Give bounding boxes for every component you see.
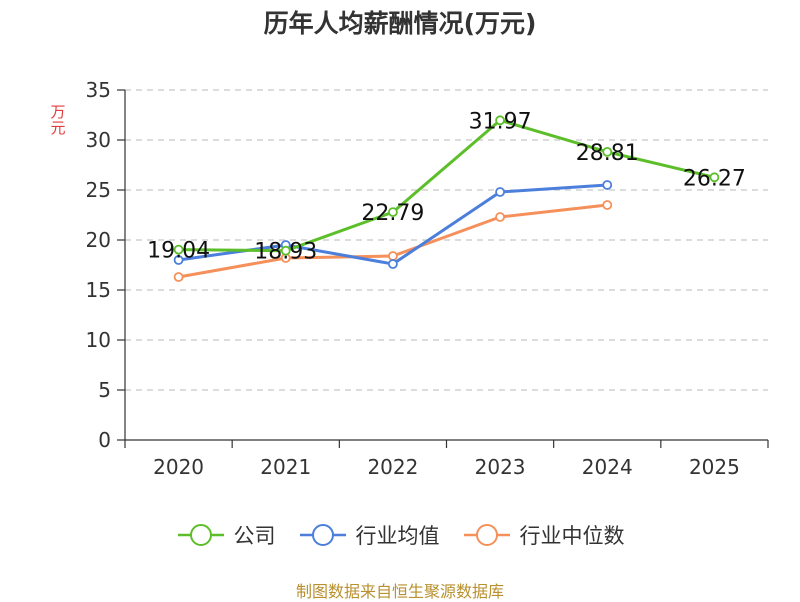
data-point — [388, 259, 398, 269]
y-tick-label: 25 — [86, 178, 111, 202]
data-label: 28.81 — [576, 141, 639, 166]
y-tick-label: 30 — [86, 128, 111, 152]
x-tick-label: 2020 — [153, 455, 204, 479]
data-label: 18.93 — [254, 240, 317, 265]
data-point — [602, 146, 613, 157]
data-point — [388, 251, 398, 261]
y-tick-label: 10 — [86, 328, 111, 352]
legend-swatch — [299, 524, 346, 546]
legend-swatch-marker — [189, 524, 212, 546]
legend-item[interactable]: 行业中位数 — [462, 520, 625, 550]
x-tick-label: 2021 — [260, 455, 311, 479]
source-note: 制图数据来自恒生聚源数据库 — [295, 582, 504, 601]
data-point — [495, 115, 505, 126]
legend-swatch-marker — [475, 524, 498, 546]
data-point — [602, 180, 613, 190]
y-tick-label: 5 — [98, 378, 111, 402]
data-point — [173, 272, 184, 282]
legend-label: 公司 — [233, 524, 276, 548]
x-tick-label: 2022 — [367, 455, 418, 479]
legend: 公司 行业均值 行业中位数 — [0, 520, 800, 550]
data-point — [280, 245, 291, 256]
legend-swatch — [463, 524, 510, 546]
data-point — [173, 255, 184, 265]
y-tick-label: 15 — [86, 278, 111, 302]
data-label: 31.97 — [469, 109, 532, 134]
data-label: 26.27 — [683, 166, 746, 191]
legend-item[interactable]: 行业均值 — [298, 520, 440, 550]
data-label: 19.04 — [147, 239, 210, 264]
legend-swatch — [177, 524, 224, 546]
x-tick-label: 2025 — [689, 455, 740, 479]
data-point — [173, 244, 184, 255]
x-tick-label: 2024 — [582, 455, 633, 479]
data-label: 22.79 — [361, 201, 424, 226]
x-tick-label: 2023 — [475, 455, 526, 479]
legend-swatch-marker — [311, 524, 334, 546]
chart-title: 历年人均薪酬情况(万元) — [263, 9, 537, 38]
data-point — [388, 207, 398, 218]
data-point — [495, 212, 505, 222]
data-point — [495, 187, 505, 197]
series-line-0 — [178, 118, 715, 253]
data-point — [602, 200, 613, 210]
data-point — [709, 172, 720, 183]
legend-label: 行业中位数 — [519, 524, 625, 548]
y-tick-label: 35 — [86, 78, 111, 102]
y-tick-label: 20 — [86, 228, 111, 252]
y-axis-label: 万元 — [50, 103, 66, 137]
y-tick-label: 0 — [98, 428, 111, 452]
legend-label: 行业均值 — [355, 524, 440, 548]
legend-item[interactable]: 公司 — [176, 520, 276, 550]
